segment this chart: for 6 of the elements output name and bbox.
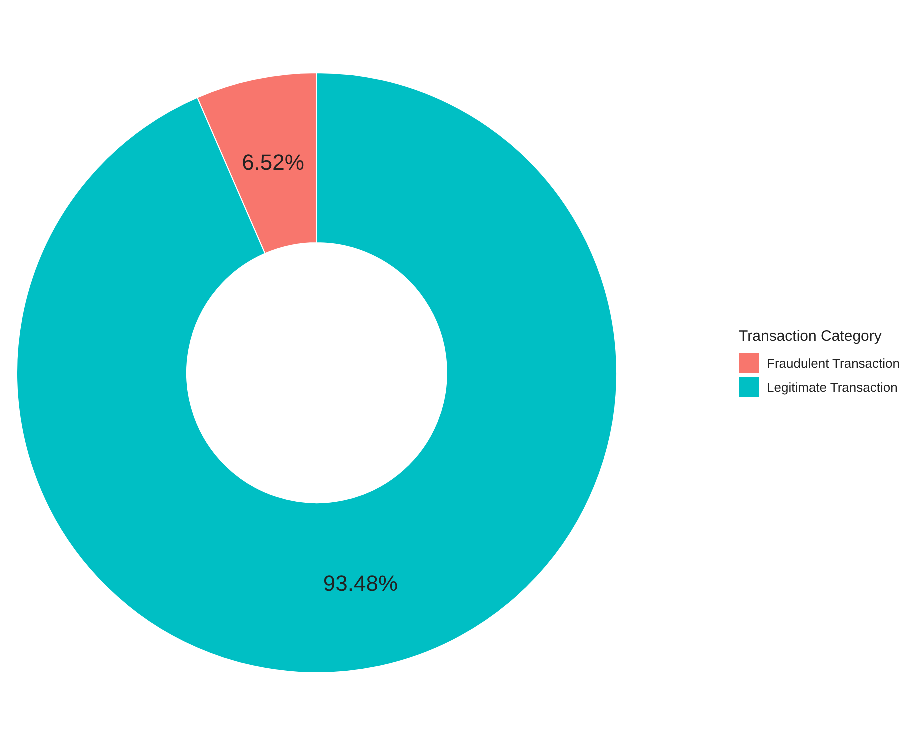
legend-label: Legitimate Transaction: [767, 380, 898, 394]
data-label: 93.48%: [323, 571, 398, 596]
legend-title: Transaction Category: [739, 328, 883, 345]
data-label: 6.52%: [242, 150, 304, 175]
donut-slice: [16, 72, 618, 674]
legend-label: Fraudulent Transaction: [767, 356, 900, 370]
